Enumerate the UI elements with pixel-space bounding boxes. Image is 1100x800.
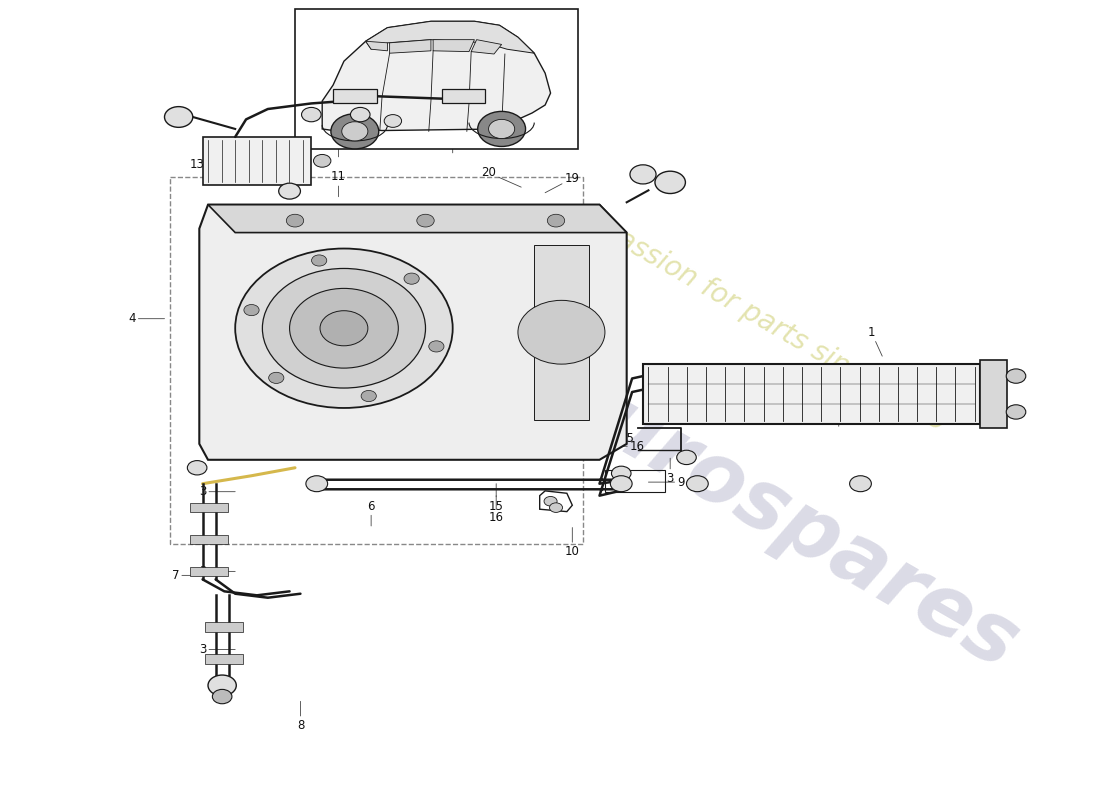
Circle shape: [1006, 369, 1026, 383]
Bar: [605, 470, 664, 493]
Circle shape: [235, 249, 453, 408]
Text: 3: 3: [667, 458, 674, 485]
Circle shape: [544, 497, 557, 506]
Text: 10: 10: [565, 527, 580, 558]
Polygon shape: [365, 22, 535, 54]
Circle shape: [320, 310, 367, 346]
Circle shape: [849, 476, 871, 492]
Polygon shape: [433, 40, 474, 52]
Circle shape: [331, 114, 378, 149]
Text: 8: 8: [297, 702, 304, 732]
Circle shape: [477, 111, 526, 146]
Polygon shape: [322, 22, 551, 131]
Text: 1: 1: [868, 326, 882, 356]
Bar: [189, 503, 228, 513]
Circle shape: [351, 107, 370, 122]
Text: 18: 18: [446, 126, 460, 153]
Bar: [644, 364, 980, 424]
Circle shape: [654, 171, 685, 194]
Circle shape: [263, 269, 426, 388]
Polygon shape: [471, 40, 502, 54]
Circle shape: [268, 372, 284, 383]
Circle shape: [518, 300, 605, 364]
Text: 15: 15: [488, 484, 504, 513]
Text: 17: 17: [398, 230, 439, 243]
Circle shape: [342, 122, 367, 141]
Circle shape: [301, 107, 321, 122]
Bar: [295, 10, 578, 149]
Bar: [205, 622, 243, 632]
Bar: [980, 360, 1008, 428]
Text: 13: 13: [189, 158, 224, 171]
Circle shape: [550, 503, 562, 513]
Text: a passion for parts since 1985: a passion for parts since 1985: [574, 203, 952, 438]
Bar: [202, 137, 311, 185]
Circle shape: [306, 476, 328, 492]
Circle shape: [1006, 405, 1026, 419]
Text: 5: 5: [300, 294, 337, 307]
Circle shape: [417, 214, 434, 227]
Text: 15: 15: [594, 432, 634, 445]
Text: 3: 3: [199, 643, 235, 656]
Circle shape: [361, 390, 376, 402]
Circle shape: [548, 214, 564, 227]
Bar: [442, 89, 485, 103]
Circle shape: [286, 214, 304, 227]
Circle shape: [165, 106, 192, 127]
Circle shape: [384, 114, 402, 127]
Text: 16: 16: [594, 440, 645, 453]
Circle shape: [244, 305, 260, 316]
Bar: [189, 534, 228, 544]
Text: 3: 3: [689, 364, 695, 390]
Polygon shape: [199, 205, 627, 460]
Circle shape: [212, 690, 232, 704]
Text: 3: 3: [835, 400, 843, 426]
Bar: [333, 89, 376, 103]
Circle shape: [610, 476, 632, 492]
Text: 13: 13: [226, 237, 261, 250]
Circle shape: [488, 119, 515, 138]
Circle shape: [278, 183, 300, 199]
Polygon shape: [365, 42, 387, 51]
Bar: [169, 177, 583, 543]
Polygon shape: [389, 40, 431, 54]
Circle shape: [208, 675, 236, 696]
Text: 14: 14: [331, 130, 346, 157]
Circle shape: [686, 476, 708, 492]
Circle shape: [429, 341, 444, 352]
Text: 11: 11: [331, 170, 346, 197]
Text: 2: 2: [509, 391, 546, 404]
Circle shape: [630, 165, 656, 184]
Text: 12: 12: [206, 209, 246, 222]
Text: 6: 6: [367, 499, 375, 526]
Circle shape: [404, 273, 419, 284]
Text: 19: 19: [546, 172, 580, 193]
Text: 20: 20: [481, 166, 521, 187]
Text: 3: 3: [199, 565, 235, 578]
Circle shape: [612, 466, 631, 481]
Polygon shape: [208, 205, 627, 233]
Text: 16: 16: [488, 496, 504, 525]
Bar: [189, 566, 228, 576]
Circle shape: [311, 255, 327, 266]
Bar: [535, 245, 589, 420]
Text: 3: 3: [199, 485, 235, 498]
Text: 7: 7: [172, 569, 208, 582]
Bar: [205, 654, 243, 664]
Circle shape: [289, 288, 398, 368]
Circle shape: [676, 450, 696, 465]
Text: eurospares: eurospares: [536, 353, 1033, 686]
Text: 12: 12: [333, 233, 373, 246]
Circle shape: [187, 461, 207, 475]
Text: 7: 7: [517, 338, 525, 365]
Text: 9: 9: [648, 476, 685, 489]
Text: 4: 4: [128, 312, 165, 325]
Circle shape: [314, 154, 331, 167]
